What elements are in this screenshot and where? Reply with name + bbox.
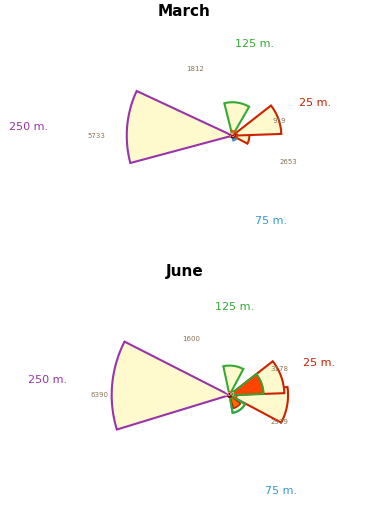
Text: 25 m.: 25 m.	[299, 98, 331, 108]
Polygon shape	[230, 395, 245, 413]
Polygon shape	[232, 134, 235, 136]
Polygon shape	[230, 391, 237, 395]
Text: 125 m.: 125 m.	[235, 39, 275, 49]
Text: 75: 75	[229, 133, 236, 138]
Polygon shape	[112, 342, 230, 429]
Polygon shape	[232, 133, 237, 136]
Text: 125 m.: 125 m.	[215, 302, 254, 312]
Polygon shape	[232, 135, 237, 138]
Polygon shape	[232, 136, 236, 140]
Polygon shape	[230, 387, 288, 423]
Polygon shape	[224, 102, 249, 136]
Circle shape	[231, 134, 234, 137]
Polygon shape	[232, 136, 234, 138]
Text: 1600: 1600	[182, 336, 200, 342]
Text: 5733: 5733	[88, 133, 106, 139]
Polygon shape	[232, 136, 235, 137]
Title: June: June	[166, 264, 203, 279]
Text: 919: 919	[273, 118, 286, 124]
Polygon shape	[231, 131, 235, 136]
Polygon shape	[232, 106, 281, 136]
Text: 75 m.: 75 m.	[255, 216, 287, 226]
Polygon shape	[230, 395, 241, 408]
Text: 2979: 2979	[271, 418, 289, 425]
Text: 200: 200	[224, 393, 235, 397]
Text: 250 m.: 250 m.	[9, 122, 48, 132]
Polygon shape	[232, 133, 249, 143]
Polygon shape	[223, 366, 243, 395]
Polygon shape	[127, 91, 232, 163]
Title: March: March	[158, 5, 211, 20]
Text: 6390: 6390	[91, 392, 109, 398]
Polygon shape	[230, 395, 234, 397]
Text: 25 m.: 25 m.	[303, 358, 335, 368]
Text: 250 m.: 250 m.	[28, 375, 67, 385]
Text: 2653: 2653	[280, 159, 297, 165]
Text: 3178: 3178	[270, 365, 289, 372]
Polygon shape	[230, 361, 284, 395]
Polygon shape	[230, 394, 237, 398]
Polygon shape	[230, 374, 263, 395]
Circle shape	[228, 393, 231, 397]
Text: 75 m.: 75 m.	[265, 486, 297, 496]
Polygon shape	[229, 392, 231, 395]
Text: 1812: 1812	[187, 66, 204, 72]
